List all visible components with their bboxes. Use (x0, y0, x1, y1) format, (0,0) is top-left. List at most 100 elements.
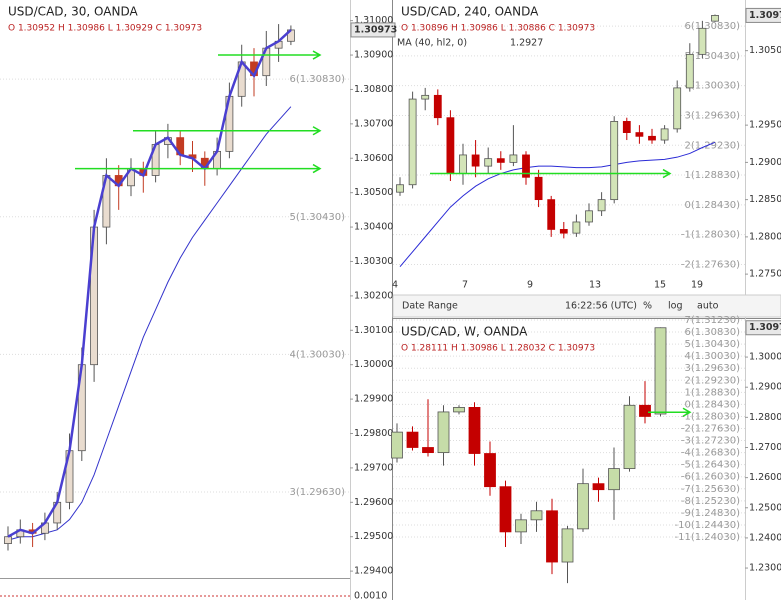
fib-label: 1(1.28830) (684, 387, 740, 398)
percent-button[interactable]: % (643, 301, 652, 312)
candle-body (515, 519, 527, 533)
date-label: 9 (527, 280, 533, 291)
fib-label: 5(1.30430) (684, 51, 740, 62)
price-label: 1.29400 (354, 566, 393, 577)
candle-body (522, 154, 530, 178)
fib-label: 4(1.30030) (684, 81, 740, 92)
chart-title: USD/CAD, 240, OANDA (401, 5, 539, 19)
ohlc-values: O 1.30896 H 1.30986 L 1.30886 C 1.30973 (401, 24, 595, 34)
candle-body (406, 431, 419, 448)
candle-body (433, 94, 442, 119)
fib-label: -2(1.27630) (681, 259, 740, 270)
candle-body (391, 431, 403, 459)
price-label: 1.30400 (354, 222, 393, 233)
candle-body (499, 486, 512, 533)
price-label: 1.29000 (749, 382, 781, 393)
candle-body (639, 404, 651, 417)
arrow-head (312, 126, 322, 136)
clock: 16:22:56 (UTC) (565, 301, 637, 312)
price-label: 1.30100 (354, 325, 393, 336)
fib-label: 0(1.28430) (684, 200, 740, 211)
candle-body (4, 536, 12, 544)
candle-body (534, 176, 543, 201)
candle-body (530, 510, 543, 521)
price-label: 1.27500 (749, 269, 781, 280)
fib-label: -3(1.27230) (681, 436, 740, 447)
close-line (7, 29, 292, 538)
price-label: 1.30200 (354, 290, 393, 301)
ma-label: MA (40, hl2, 0) (397, 38, 467, 49)
candle-body (546, 510, 558, 563)
candle-body (484, 158, 493, 167)
date-label: 15 (654, 280, 666, 291)
price-label: 1.28000 (749, 231, 781, 242)
fib-label: 4(1.30030) (684, 351, 740, 362)
fib-label: 5(1.30430) (289, 212, 345, 223)
candle-body (660, 128, 669, 141)
candle-body (559, 229, 568, 234)
candle-body (396, 184, 404, 193)
date-range-button[interactable]: Date Range (402, 301, 458, 312)
fib-label: 3(1.29630) (289, 487, 345, 498)
ohlc-values: O 1.30952 H 1.30986 L 1.30929 C 1.30973 (8, 24, 202, 34)
fib-label: 4(1.30030) (289, 349, 345, 360)
fib-label: 2(1.29230) (684, 375, 740, 386)
fib-label: 3(1.29630) (684, 363, 740, 374)
fib-label: -8(1.25230) (681, 496, 740, 507)
fib-label: 6(1.30830) (684, 327, 740, 338)
price-label: 1.30300 (354, 256, 393, 267)
price-label: 1.30000 (749, 352, 781, 363)
bottom-toolbar (392, 294, 781, 318)
candle-body (608, 468, 620, 491)
date-label: 4 (392, 280, 398, 291)
fib-label: 6(1.30830) (684, 21, 740, 32)
last-price-label: 1.30973 (749, 10, 781, 21)
candle-body (654, 327, 667, 415)
candle-body (496, 158, 505, 163)
price-label: 1.29500 (749, 120, 781, 131)
price-label: 1.30800 (354, 84, 393, 95)
candle-body (711, 15, 719, 22)
fib-label: 3(1.29630) (684, 110, 740, 121)
fib-label: -1(1.28030) (681, 411, 740, 422)
candle-body (561, 528, 574, 563)
candle-body (673, 87, 682, 130)
candle-body (623, 404, 636, 469)
last-price-tag (350, 22, 396, 38)
candle-body (585, 210, 593, 223)
arrow-head (312, 163, 322, 174)
candle-body (459, 154, 467, 174)
candle-body (685, 53, 694, 89)
fib-label: 1(1.28830) (684, 170, 740, 181)
price-label: 1.29800 (354, 428, 393, 439)
last-price-tag (745, 320, 781, 336)
candle-body (453, 407, 465, 413)
candle-body (610, 121, 619, 201)
candle-body (408, 98, 417, 186)
indicator-label: 0.0010 (354, 591, 387, 600)
price-label: 1.29600 (354, 497, 393, 508)
chart-title: USD/CAD, W, OANDA (401, 325, 528, 339)
candle-body (422, 447, 434, 454)
price-label: 1.28500 (749, 194, 781, 205)
candle-body (547, 199, 556, 230)
last-price-label: 1.30973 (354, 24, 397, 35)
moving-average (7, 106, 292, 541)
date-label: 19 (691, 280, 703, 291)
chart-title: USD/CAD, 30, OANDA (8, 5, 138, 19)
arrow-head (662, 168, 672, 179)
fib-label: -2(1.27630) (681, 424, 740, 435)
candle-body (648, 135, 656, 141)
log-button[interactable]: log (668, 301, 682, 312)
candle-body (509, 154, 518, 163)
candle-body (421, 94, 430, 100)
fib-label: -11(1.24030) (675, 532, 741, 543)
candle-body (635, 132, 644, 137)
moving-average (399, 141, 716, 267)
candle-body (468, 407, 481, 454)
fib-label: 6(1.30830) (289, 74, 345, 85)
fib-label: -7(1.25630) (681, 484, 740, 495)
auto-button[interactable]: auto (697, 301, 719, 312)
ohlc-values: O 1.28111 H 1.30986 L 1.28032 C 1.30973 (401, 344, 595, 354)
